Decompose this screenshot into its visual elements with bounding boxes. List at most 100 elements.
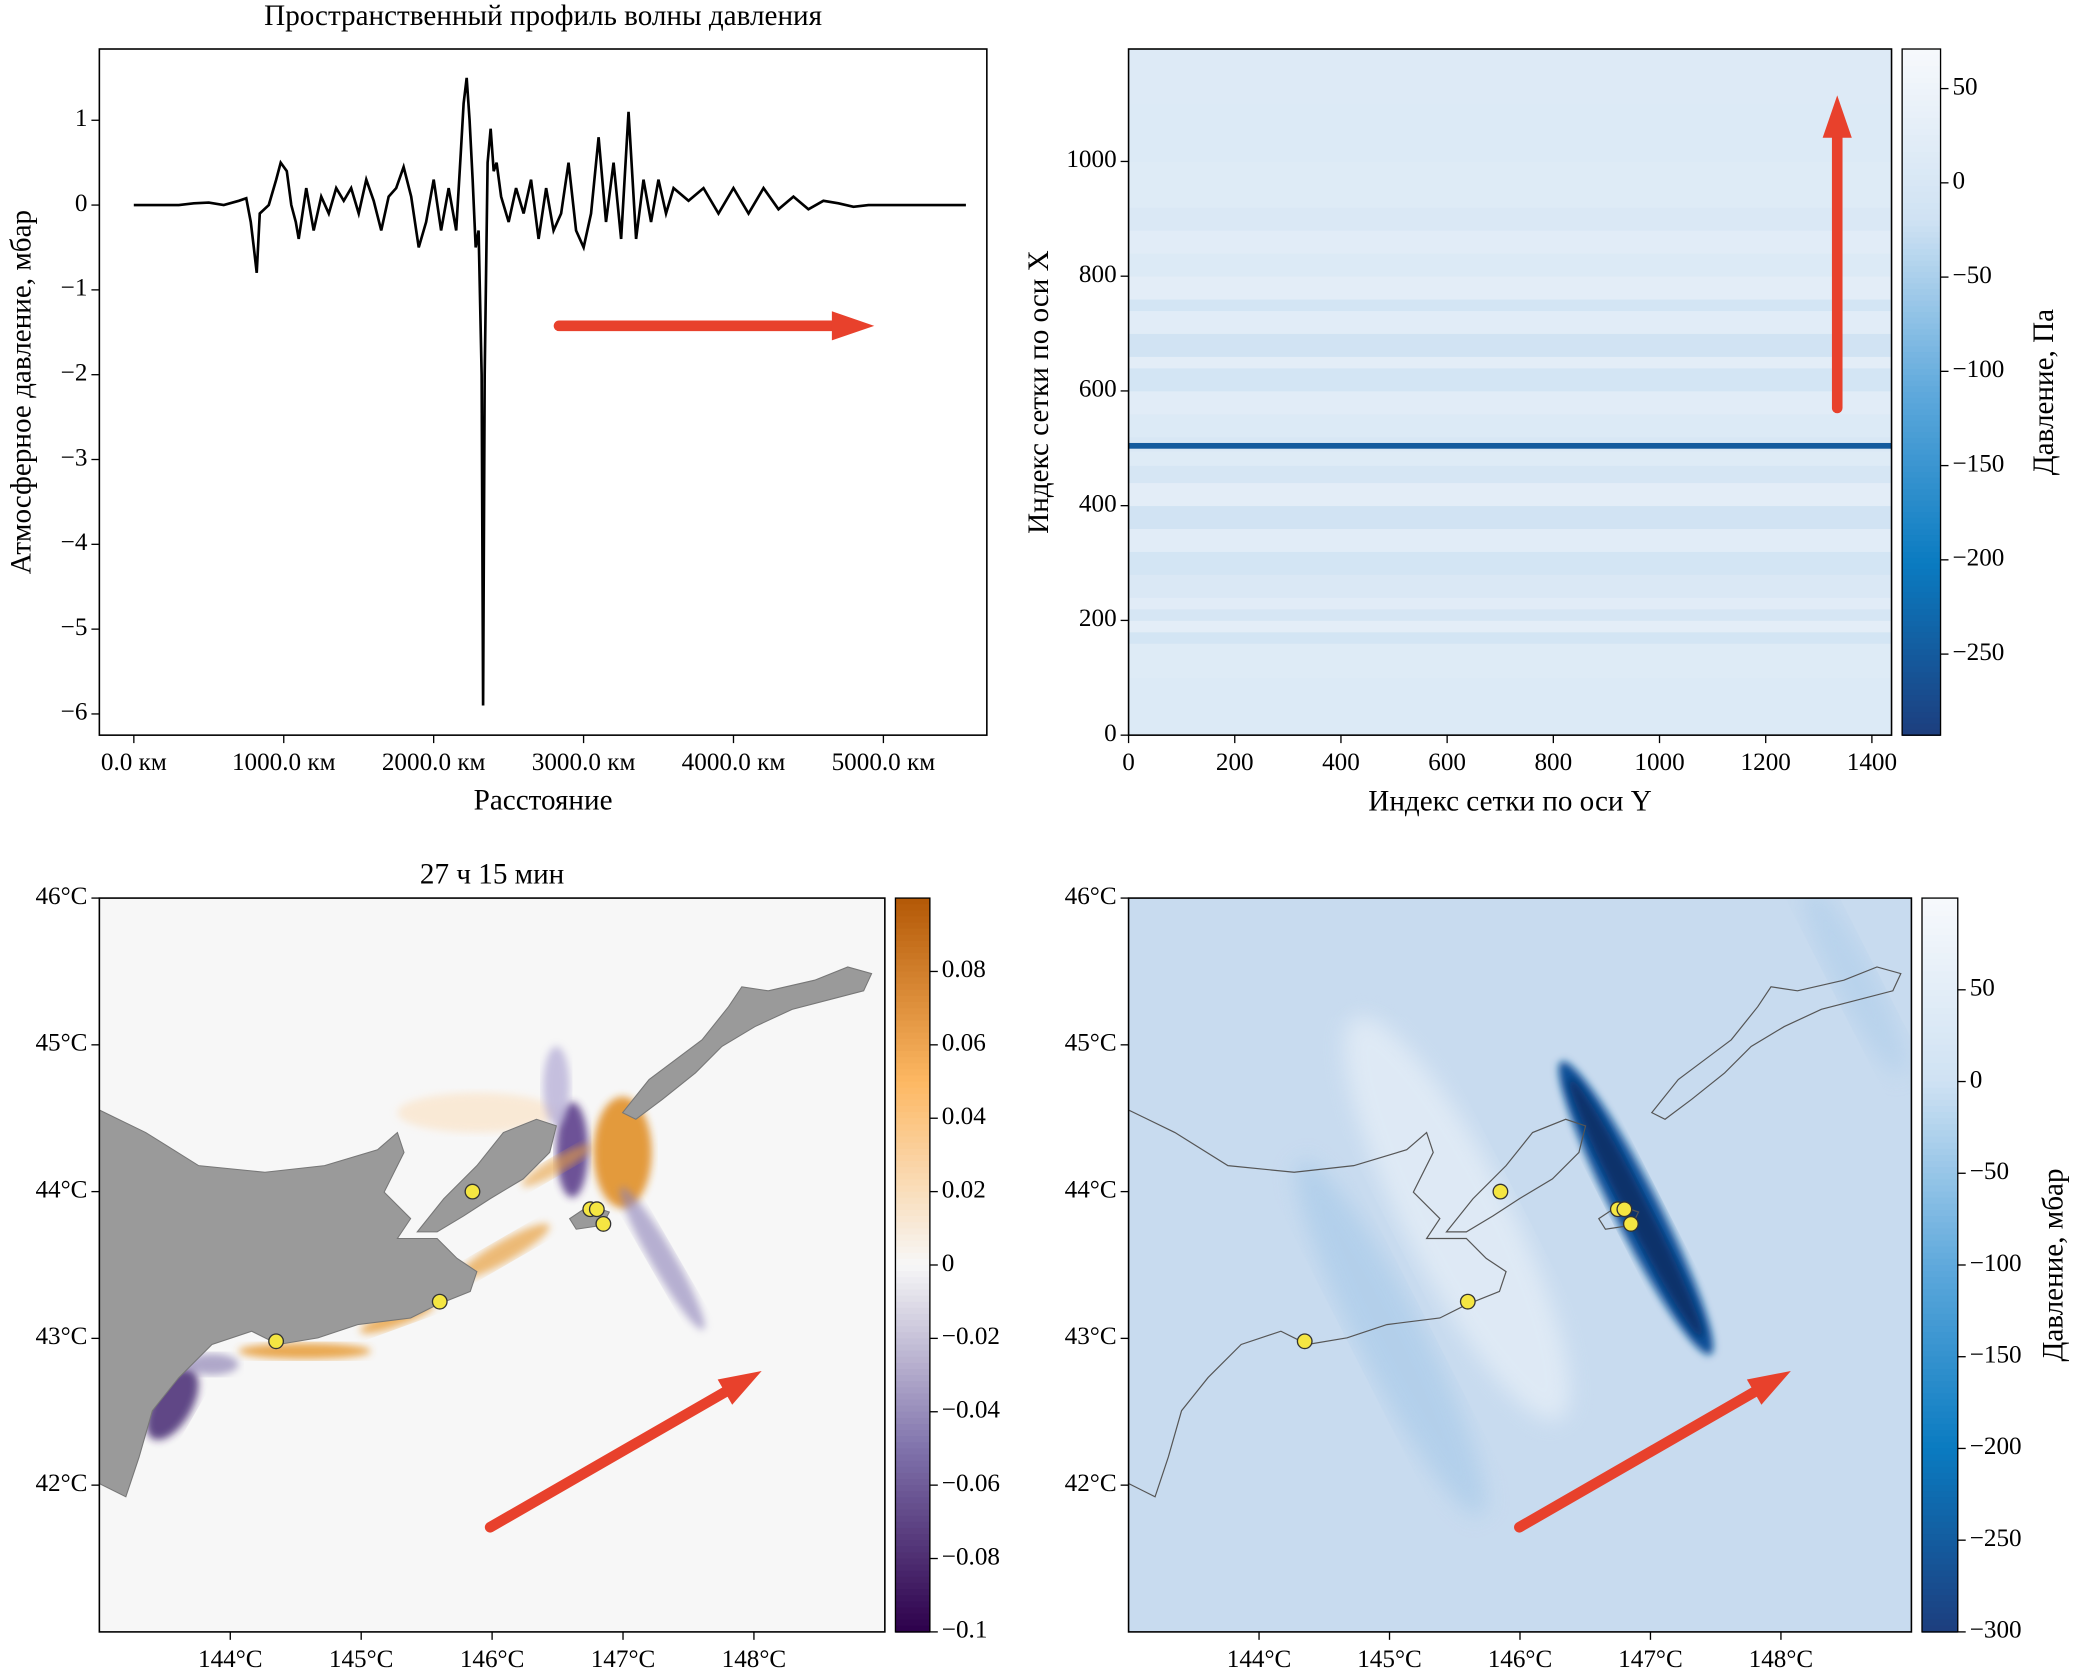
x-tick-label: 1200 <box>1741 749 1791 776</box>
colorbar-slice <box>895 1008 930 1016</box>
colorbar-slice <box>1902 529 1941 536</box>
colorbar-slice <box>895 1607 930 1615</box>
heatmap-row <box>1128 390 1892 415</box>
colorbar-slice <box>1922 946 1958 954</box>
y-tick-label: 46°C <box>1065 883 1117 910</box>
colorbar-slice <box>1922 1283 1958 1291</box>
colorbar-slice <box>1902 346 1941 353</box>
colorbar-slice <box>895 1087 930 1095</box>
arrow-head <box>717 1370 762 1405</box>
heatmap-row <box>1128 413 1892 438</box>
heatmap-row <box>1128 482 1892 507</box>
colorbar-slice <box>1922 1356 1958 1364</box>
colorbar-slice <box>1902 272 1941 279</box>
colorbar-slice <box>895 983 930 991</box>
y-tick-label: 42°C <box>35 1470 87 1497</box>
heatmap-row <box>1128 49 1892 105</box>
colorbar-slice <box>1922 1075 1958 1083</box>
colorbar-slice <box>1902 203 1941 210</box>
colorbar-slice <box>1922 1344 1958 1352</box>
colorbar-slice <box>895 1289 930 1297</box>
colorbar-slice <box>895 1411 930 1419</box>
colorbar-slice <box>1902 329 1941 336</box>
heatmap-row <box>1128 310 1892 334</box>
heatmap-row <box>1128 551 1892 575</box>
colorbar-slice <box>1902 174 1941 182</box>
colorbar-slice <box>1902 523 1941 531</box>
colorbar-slice <box>1902 432 1941 439</box>
colorbar-slice <box>895 1509 930 1517</box>
colorbar-slice <box>1922 1038 1958 1046</box>
y-tick-label: 45°C <box>1065 1030 1117 1057</box>
colorbar-slice <box>1922 1472 1958 1480</box>
heatmap <box>1128 49 1892 736</box>
colorbar-slice <box>1922 1105 1958 1113</box>
colorbar-slice <box>1902 277 1941 285</box>
colorbar-slice <box>1922 1185 1958 1193</box>
colorbar-slice <box>1922 1332 1958 1340</box>
heatmap-row <box>1128 442 1892 449</box>
colorbar-slice <box>895 1112 930 1120</box>
colorbar-slice <box>1922 1222 1958 1230</box>
colorbar-slice <box>895 1161 930 1168</box>
colorbar-slice <box>1902 369 1941 376</box>
y-tick-label: −5 <box>61 614 88 641</box>
colorbar-slice <box>1922 1173 1958 1181</box>
colorbar-slice <box>1922 1240 1958 1248</box>
y-tick-label: 0 <box>75 190 88 217</box>
colorbar-slice <box>895 1099 930 1107</box>
colorbar-slice <box>895 1613 930 1621</box>
colorbar-slice <box>1902 197 1941 205</box>
colorbar-slice <box>1922 1167 1958 1175</box>
colorbar-slice <box>895 965 930 973</box>
heatmap-row <box>1128 677 1892 736</box>
station <box>1616 1201 1633 1218</box>
colorbar-slice <box>1922 1081 1958 1089</box>
x-axis-label: Расстояние <box>474 784 613 816</box>
colorbar-slice <box>1922 1521 1958 1529</box>
y-tick-label: 46°C <box>35 883 87 910</box>
colorbar-slice <box>1922 1601 1958 1609</box>
colorbar-slice <box>1902 626 1941 634</box>
colorbar-slice <box>1902 472 1941 479</box>
colorbar-slice <box>895 1423 930 1431</box>
colorbar-slice <box>895 1197 930 1205</box>
colorbar-slice <box>1922 1234 1958 1242</box>
heatmap-row <box>1128 505 1892 530</box>
colorbar-slice <box>1902 106 1941 113</box>
colorbar-slice <box>895 1332 930 1340</box>
x-tick-label: 145°C <box>329 1646 394 1673</box>
colorbar-tick-label: 0.04 <box>942 1103 986 1130</box>
colorbar-slice <box>1902 220 1941 228</box>
x-tick-label: 400 <box>1322 749 1360 776</box>
colorbar-slice <box>1902 717 1941 725</box>
colorbar-slice <box>1902 586 1941 594</box>
colorbar-slice <box>1922 953 1958 961</box>
colorbar-slice <box>895 1570 930 1578</box>
colorbar-slice <box>1922 977 1958 985</box>
map-field <box>1128 898 1912 1632</box>
colorbar-slice <box>1902 231 1941 239</box>
colorbar-slice <box>1922 1203 1958 1211</box>
colorbar-slice <box>895 1491 930 1499</box>
colorbar-slice <box>895 922 930 930</box>
colorbar-slice <box>1922 1258 1958 1266</box>
colorbar-slice <box>1922 1252 1958 1260</box>
colorbar-slice <box>1902 672 1941 679</box>
colorbar-slice <box>1902 454 1941 462</box>
colorbar-slice <box>1922 1576 1958 1584</box>
station <box>1296 1333 1313 1350</box>
colorbar-slice <box>895 1307 930 1315</box>
field-feature <box>619 1186 705 1330</box>
colorbar-slice <box>1902 151 1941 159</box>
heatmap-row <box>1128 631 1892 644</box>
colorbar-slice <box>1902 449 1941 456</box>
colorbar-slice <box>895 1460 930 1468</box>
coastline <box>1445 1118 1587 1233</box>
land <box>99 1109 478 1498</box>
chart-title: Пространственный профиль волны давления <box>264 0 822 32</box>
x-tick-label: 0 <box>1122 749 1135 776</box>
colorbar-slice <box>1902 386 1941 393</box>
x-tick-label: 0.0 км <box>101 749 167 776</box>
